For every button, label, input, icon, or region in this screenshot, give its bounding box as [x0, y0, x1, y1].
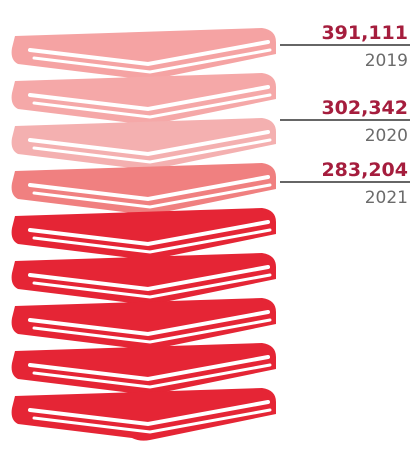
book [12, 343, 276, 396]
book [12, 298, 276, 351]
value-label: 302,342 [321, 97, 408, 119]
book [12, 163, 276, 216]
book [12, 208, 276, 261]
value-label: 391,111 [321, 22, 408, 44]
book [12, 28, 276, 81]
book [12, 388, 276, 441]
year-label: 2019 [365, 51, 408, 71]
year-label: 2021 [365, 188, 408, 208]
book-stack-graphic: 391,111 2019 302,342 2020 283,204 2021 [0, 0, 413, 454]
value-label: 283,204 [321, 159, 408, 181]
book [12, 118, 276, 171]
book [12, 253, 276, 306]
book [12, 73, 276, 126]
infographic: 391,111 2019 302,342 2020 283,204 2021 [0, 0, 413, 454]
year-label: 2020 [365, 126, 408, 146]
